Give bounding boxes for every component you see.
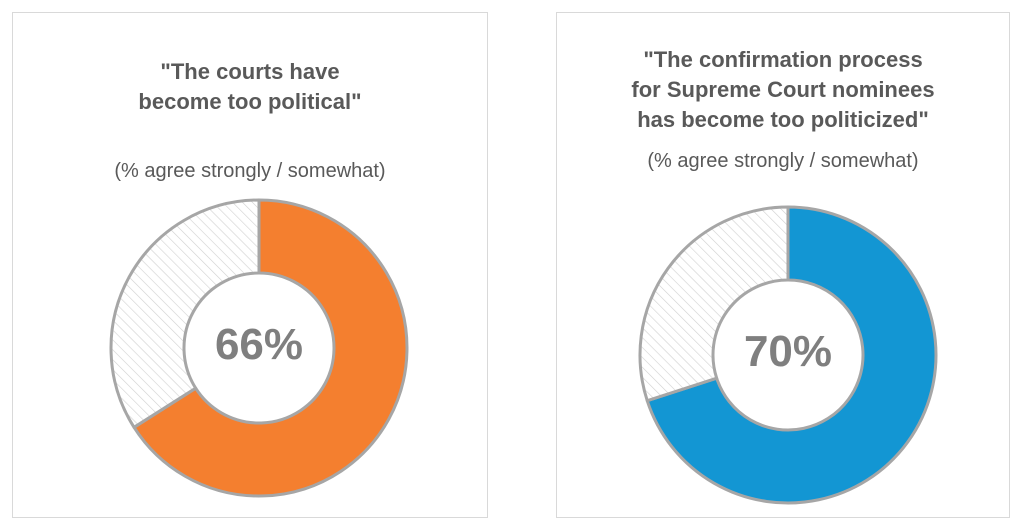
chart-title-line: "The courts have [160, 59, 340, 84]
chart-title-line: become too political" [138, 89, 362, 114]
donut-segment-remainder [638, 205, 790, 403]
chart-subtitle: (% agree strongly / somewhat) [114, 160, 386, 182]
donut-segment-agree [132, 198, 409, 498]
chart-title-line: for Supreme Court nominees [631, 77, 935, 102]
chart-title: "The confirmation process for Supreme Co… [557, 45, 1009, 135]
center-percent-label: 70% [744, 327, 832, 376]
donut-segment-agree [645, 205, 938, 505]
donut-chart-courts: 66% [109, 198, 409, 498]
chart-title-line: "The confirmation process [643, 47, 923, 72]
donut-segment-remainder [109, 198, 261, 429]
chart-panel-confirmation: "The confirmation process for Supreme Co… [556, 12, 1010, 518]
chart-panel-courts: "The courts have become too political" (… [12, 12, 488, 518]
center-percent-label: 66% [215, 320, 303, 369]
chart-subtitle: (% agree strongly / somewhat) [647, 150, 919, 172]
chart-title: "The courts have become too political" [13, 57, 487, 117]
chart-title-line: has become too politicized" [637, 107, 929, 132]
donut-chart-confirmation: 70% [638, 205, 938, 505]
